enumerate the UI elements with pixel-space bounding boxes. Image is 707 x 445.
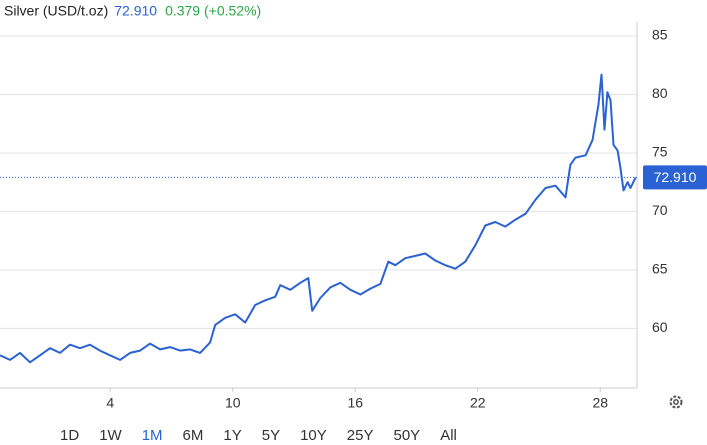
- x-tick-label: 10: [225, 395, 241, 411]
- header-price: 72.910: [114, 3, 157, 19]
- range-button[interactable]: 50Y: [394, 427, 421, 444]
- range-button[interactable]: 6M: [183, 427, 204, 444]
- header-change: 0.379 (+0.52%): [165, 3, 261, 19]
- instrument-name: Silver (USD/t.oz): [4, 3, 108, 19]
- range-button[interactable]: 1W: [99, 427, 122, 444]
- y-tick-label: 75: [652, 144, 668, 160]
- range-button[interactable]: 5Y: [262, 427, 280, 444]
- y-tick-label: 60: [652, 319, 668, 335]
- y-tick-label: 70: [652, 202, 668, 218]
- y-tick-label: 85: [652, 27, 668, 43]
- range-button[interactable]: 1Y: [223, 427, 241, 444]
- x-tick-label: 4: [106, 395, 114, 411]
- x-tick-label: 28: [592, 395, 608, 411]
- range-button[interactable]: 1D: [60, 427, 79, 444]
- y-tick-label: 65: [652, 261, 668, 277]
- last-price-tag: [643, 165, 707, 190]
- settings-icon[interactable]: [669, 395, 683, 409]
- x-tick-label: 22: [470, 395, 486, 411]
- range-button[interactable]: 10Y: [300, 427, 327, 444]
- range-button[interactable]: 25Y: [347, 427, 374, 444]
- price-line: [0, 73, 637, 364]
- y-tick-label: 80: [652, 85, 668, 101]
- range-button[interactable]: All: [440, 427, 457, 444]
- x-tick-label: 16: [347, 395, 363, 411]
- last-price-label: 72.910: [654, 169, 697, 185]
- range-button[interactable]: 1M: [142, 427, 163, 444]
